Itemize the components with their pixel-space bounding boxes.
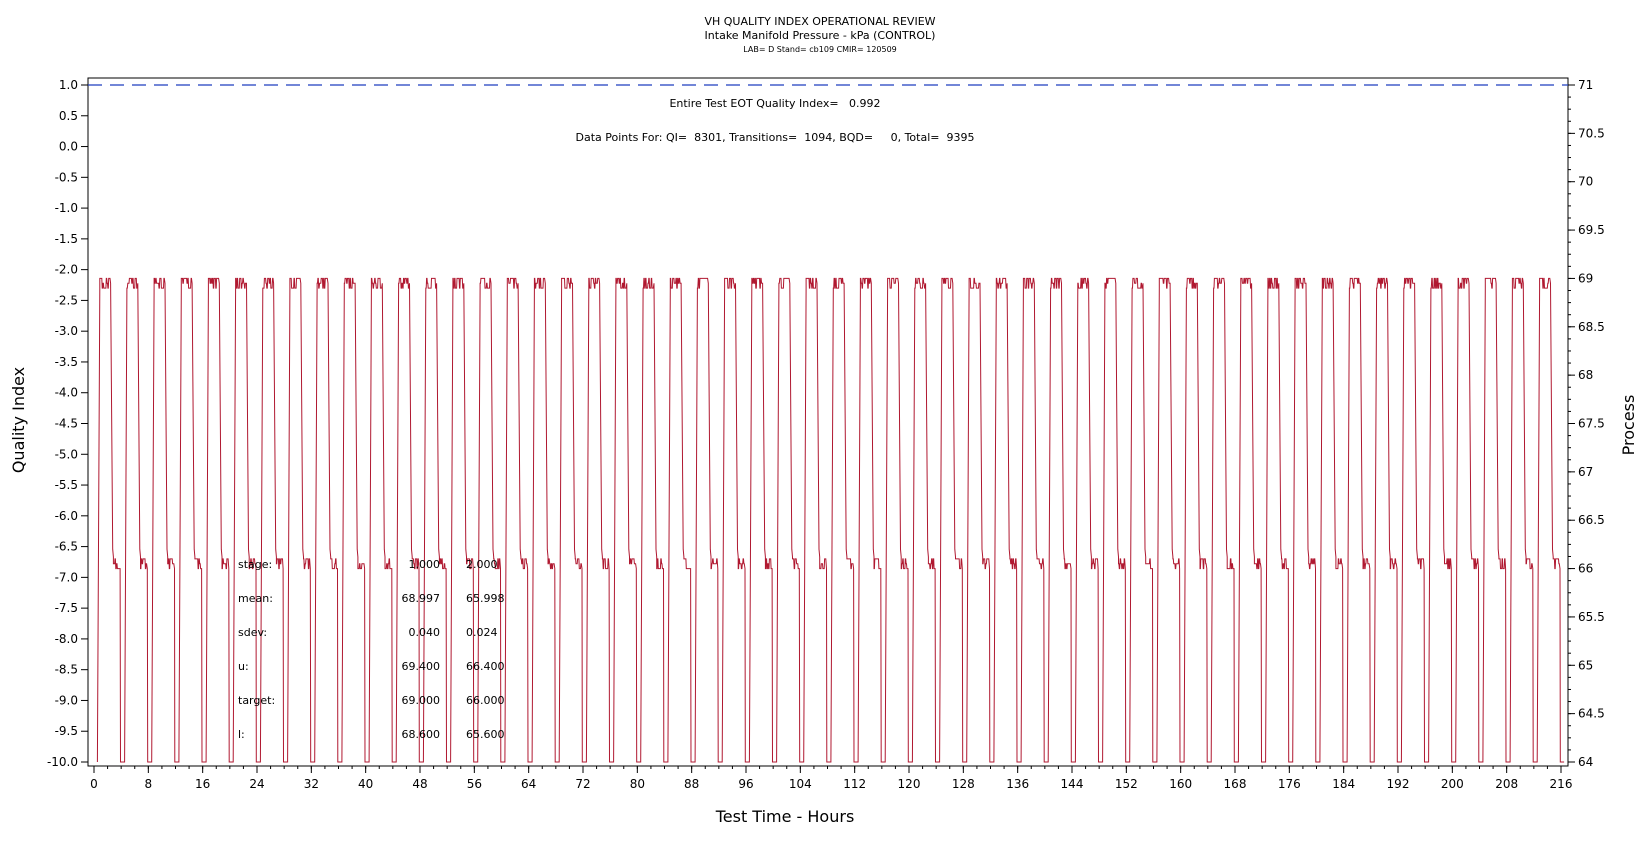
y2-tick-label: 68.5 xyxy=(1578,320,1605,334)
stats-stage1-value: 68.997 xyxy=(402,592,441,605)
y-tick-label: 0.0 xyxy=(59,140,78,154)
stats-stage2-value: 65.998 xyxy=(466,592,505,605)
stats-table: stage: 1.000 2.000 mean: 68.997 65.998 sdev: 0.… xyxy=(238,558,505,741)
chart-title: VH QUALITY INDEX OPERATIONAL REVIEW xyxy=(704,15,935,28)
y-tick-label: -5.5 xyxy=(55,478,78,492)
y-axis-label: Quality Index xyxy=(9,367,28,473)
x-axis-label: Test Time - Hours xyxy=(715,807,855,826)
x-tick-label: 24 xyxy=(249,777,264,791)
x-tick-label: 0 xyxy=(90,777,98,791)
x-tick-label: 200 xyxy=(1441,777,1464,791)
stats-stage1-value: 68.600 xyxy=(402,728,441,741)
x-tick-label: 120 xyxy=(898,777,921,791)
y-axis-ticks: 1.0 0.5 0.0 -0.5 -1.0 -1.5 -2.0 -2.5 -3.0 -3.5 -4.… xyxy=(47,78,88,769)
x-tick-label: 208 xyxy=(1495,777,1518,791)
stats-stage2-value: 65.600 xyxy=(466,728,505,741)
y2-tick-label: 65.5 xyxy=(1578,610,1605,624)
x-tick-label: 16 xyxy=(195,777,210,791)
y-tick-label: -7.5 xyxy=(55,601,78,615)
x-axis-ticks: 0 8 16 24 32 40 48 56 64 72 80 88 96 104 112 120 128 136 1… xyxy=(90,766,1572,791)
x-tick-label: 160 xyxy=(1169,777,1192,791)
x-tick-label: 128 xyxy=(952,777,975,791)
y2-tick-label: 67.5 xyxy=(1578,417,1605,431)
stats-stage1-value: 0.040 xyxy=(409,626,441,639)
y-tick-label: 0.5 xyxy=(59,109,78,123)
stats-row-label: l: xyxy=(238,728,245,741)
x-tick-label: 168 xyxy=(1224,777,1247,791)
y-tick-label: -1.5 xyxy=(55,232,78,246)
y-tick-label: -3.5 xyxy=(55,355,78,369)
stats-stage2-value: 66.000 xyxy=(466,694,505,707)
stats-stage1-value: 69.400 xyxy=(402,660,441,673)
y-tick-label: -8.0 xyxy=(55,632,78,646)
stats-row-label: u: xyxy=(238,660,249,673)
series-group xyxy=(96,277,1565,763)
x-tick-label: 8 xyxy=(145,777,153,791)
x-tick-label: 112 xyxy=(843,777,866,791)
y-tick-label: -2.5 xyxy=(55,293,78,307)
x-tick-label: 48 xyxy=(412,777,427,791)
chart-subsubtitle: LAB= D Stand= cb109 CMIR= 120509 xyxy=(743,45,897,54)
y-tick-label: -9.5 xyxy=(55,724,78,738)
y2-tick-label: 68 xyxy=(1578,368,1593,382)
x-tick-label: 80 xyxy=(630,777,645,791)
stats-row-label: target: xyxy=(238,694,275,707)
y2-tick-label: 69.5 xyxy=(1578,223,1605,237)
x-tick-label: 216 xyxy=(1550,777,1573,791)
y-tick-label: -4.0 xyxy=(55,386,78,400)
x-tick-label: 56 xyxy=(467,777,482,791)
stats-row-label: stage: xyxy=(238,558,272,571)
y-tick-label: -5.0 xyxy=(55,447,78,461)
x-tick-label: 40 xyxy=(358,777,373,791)
chart-subtitle: Intake Manifold Pressure - kPa (CONTROL) xyxy=(705,29,936,42)
y2-tick-label: 71 xyxy=(1578,78,1593,92)
y2-tick-label: 69 xyxy=(1578,271,1593,285)
y2-tick-label: 67 xyxy=(1578,465,1593,479)
x-tick-label: 104 xyxy=(789,777,812,791)
y-tick-label: -10.0 xyxy=(47,755,78,769)
y-tick-label: -6.5 xyxy=(55,540,78,554)
x-tick-label: 144 xyxy=(1061,777,1084,791)
quality-index-annotation: Entire Test EOT Quality Index= 0.992 xyxy=(669,97,880,110)
y2-tick-label: 70.5 xyxy=(1578,126,1605,140)
y-tick-label: -4.5 xyxy=(55,417,78,431)
x-tick-label: 192 xyxy=(1387,777,1410,791)
x-tick-label: 96 xyxy=(738,777,753,791)
stats-stage2-value: 2.000 xyxy=(466,558,498,571)
x-tick-label: 64 xyxy=(521,777,536,791)
y-tick-label: -8.5 xyxy=(55,663,78,677)
stats-stage1-value: 69.000 xyxy=(402,694,441,707)
y2-tick-label: 64.5 xyxy=(1578,707,1605,721)
stats-row-label: mean: xyxy=(238,592,273,605)
data-points-annotation: Data Points For: QI= 8301, Transitions= … xyxy=(576,131,975,144)
y-tick-label: -3.0 xyxy=(55,324,78,338)
y2-tick-label: 66.5 xyxy=(1578,513,1605,527)
y-tick-label: -9.0 xyxy=(55,693,78,707)
x-tick-label: 136 xyxy=(1006,777,1029,791)
y-tick-label: -0.5 xyxy=(55,170,78,184)
y-tick-label: -7.0 xyxy=(55,570,78,584)
y2-axis-label: Process xyxy=(1619,395,1638,456)
y2-axis-ticks: 71 70.5 70 69.5 69 68.5 68 67.5 67 66.5 66 65.5 65 64… xyxy=(1568,78,1605,769)
x-tick-label: 152 xyxy=(1115,777,1138,791)
x-tick-label: 184 xyxy=(1332,777,1355,791)
y2-tick-label: 64 xyxy=(1578,755,1593,769)
y2-tick-label: 70 xyxy=(1578,175,1593,189)
stats-row-label: sdev: xyxy=(238,626,267,639)
x-tick-label: 176 xyxy=(1278,777,1301,791)
stats-stage2-value: 0.024 xyxy=(466,626,498,639)
x-tick-label: 72 xyxy=(575,777,590,791)
y-tick-label: 1.0 xyxy=(59,78,78,92)
x-tick-label: 88 xyxy=(684,777,699,791)
y-tick-label: -1.0 xyxy=(55,201,78,215)
stats-stage2-value: 66.400 xyxy=(466,660,505,673)
y2-tick-label: 66 xyxy=(1578,562,1593,576)
stats-stage1-value: 1.000 xyxy=(409,558,441,571)
process-series-line xyxy=(96,277,1565,763)
y2-tick-label: 65 xyxy=(1578,658,1593,672)
y-tick-label: -6.0 xyxy=(55,509,78,523)
y-tick-label: -2.0 xyxy=(55,263,78,277)
x-tick-label: 32 xyxy=(304,777,319,791)
